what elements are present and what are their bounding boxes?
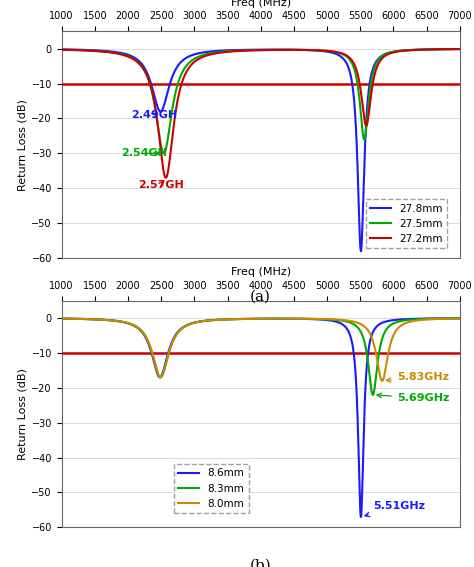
Text: 5.83GHz: 5.83GHz <box>386 373 449 382</box>
Line: 27.2mm: 27.2mm <box>62 49 460 178</box>
27.5mm <box>104 48 110 55</box>
X-axis label: Freq (MHz): Freq (MHz) <box>231 0 291 8</box>
Line: 8.3mm: 8.3mm <box>62 318 460 395</box>
Line: 27.8mm: 27.8mm <box>62 49 460 251</box>
27.5mm <box>211 49 217 56</box>
Y-axis label: Return Loss (dB): Return Loss (dB) <box>17 368 27 460</box>
8.0mm <box>379 378 385 384</box>
Text: 2.57GH: 2.57GH <box>138 180 184 190</box>
Legend: 8.6mm, 8.3mm, 8.0mm: 8.6mm, 8.3mm, 8.0mm <box>174 464 249 513</box>
8.0mm <box>457 315 463 322</box>
27.2mm <box>128 54 134 61</box>
8.3mm <box>128 320 134 327</box>
8.6mm <box>128 321 134 328</box>
Line: 8.0mm: 8.0mm <box>62 319 460 381</box>
Y-axis label: Return Loss (dB): Return Loss (dB) <box>17 99 27 191</box>
27.5mm <box>161 150 167 156</box>
8.0mm <box>406 319 412 325</box>
27.8mm <box>406 46 412 53</box>
27.8mm <box>211 48 217 54</box>
8.3mm <box>406 316 412 323</box>
27.5mm <box>229 48 235 54</box>
8.6mm <box>358 514 364 521</box>
Text: 5.51GHz: 5.51GHz <box>365 501 426 517</box>
27.2mm <box>59 46 64 53</box>
27.8mm <box>128 52 134 59</box>
8.0mm <box>211 316 217 323</box>
Line: 27.5mm: 27.5mm <box>62 49 460 153</box>
8.6mm <box>449 315 455 321</box>
Text: 5.69GHz: 5.69GHz <box>377 393 449 403</box>
27.5mm <box>59 46 64 53</box>
27.8mm <box>104 48 110 54</box>
27.5mm <box>449 46 455 53</box>
8.0mm <box>449 315 455 322</box>
27.8mm <box>229 47 235 54</box>
27.2mm <box>457 46 463 53</box>
8.6mm <box>406 316 412 323</box>
27.8mm <box>449 46 455 53</box>
27.8mm <box>358 248 364 255</box>
8.0mm <box>128 320 134 327</box>
27.2mm <box>229 48 235 55</box>
Text: (a): (a) <box>250 289 271 303</box>
8.3mm <box>229 316 235 323</box>
Text: 2.49GH: 2.49GH <box>131 110 177 120</box>
27.5mm <box>128 54 134 61</box>
27.2mm <box>406 47 412 54</box>
27.2mm <box>104 49 110 56</box>
8.6mm <box>229 316 235 323</box>
8.0mm <box>104 316 110 323</box>
8.0mm <box>229 316 235 323</box>
8.3mm <box>211 316 217 323</box>
8.6mm <box>59 315 64 322</box>
Line: 8.6mm: 8.6mm <box>62 318 460 517</box>
27.8mm <box>59 46 64 53</box>
8.6mm <box>457 315 463 321</box>
8.0mm <box>59 315 64 322</box>
27.2mm <box>163 175 169 181</box>
Text: (b): (b) <box>250 558 272 567</box>
8.6mm <box>104 316 110 323</box>
8.3mm <box>449 315 455 322</box>
8.6mm <box>211 316 217 323</box>
27.2mm <box>449 46 455 53</box>
27.5mm <box>406 46 412 53</box>
Legend: 27.8mm, 27.5mm, 27.2mm: 27.8mm, 27.5mm, 27.2mm <box>365 200 447 248</box>
8.3mm <box>59 315 64 322</box>
Text: 2.54GH: 2.54GH <box>121 149 167 158</box>
X-axis label: Freq (MHz): Freq (MHz) <box>231 267 291 277</box>
27.8mm <box>457 45 463 52</box>
27.5mm <box>457 45 463 52</box>
27.2mm <box>211 50 217 57</box>
8.3mm <box>457 315 463 321</box>
8.3mm <box>104 316 110 323</box>
8.3mm <box>370 391 376 398</box>
